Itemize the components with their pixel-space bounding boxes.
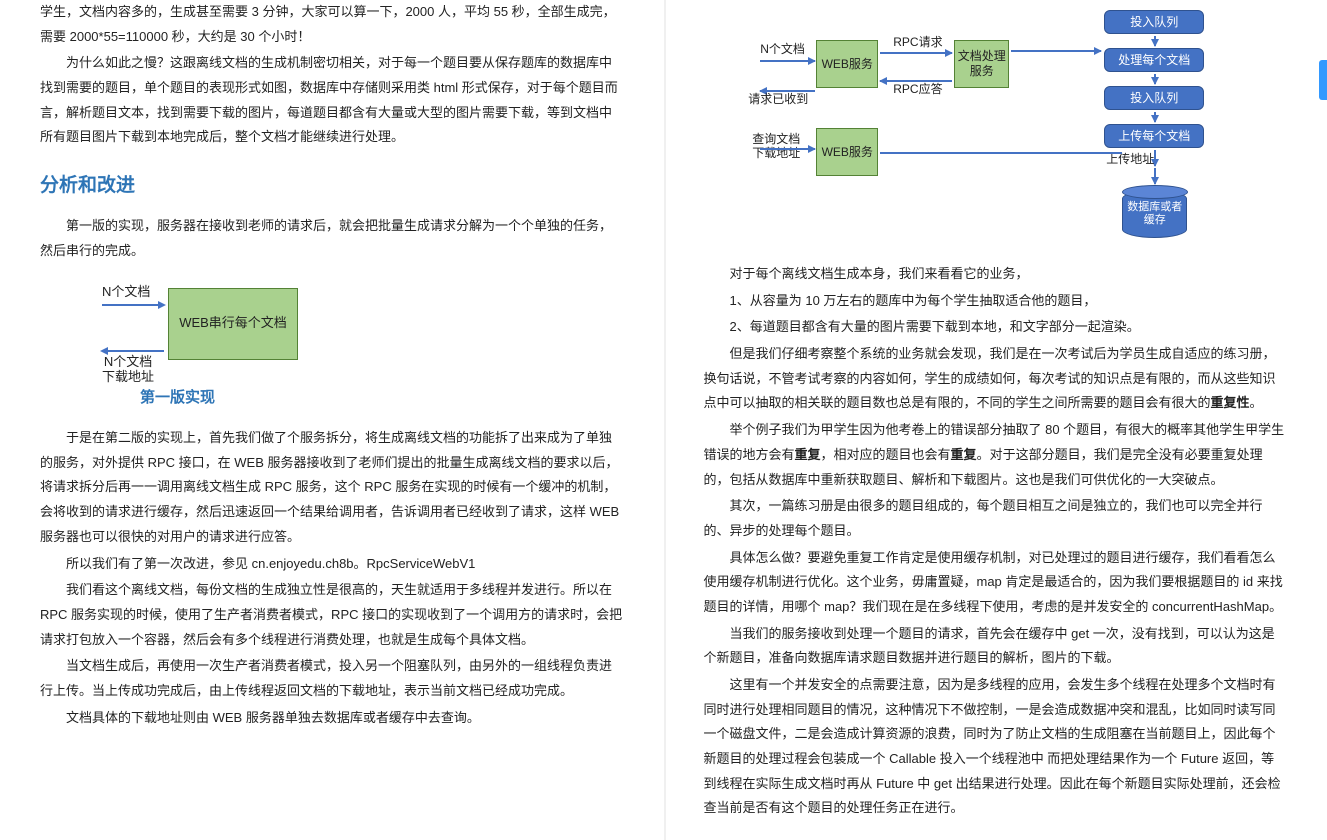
diagram-1: N个文档 WEB串行每个文档 N个文档 下载地址 第一版实现 [70, 278, 624, 413]
bold-text: 重复 [795, 447, 821, 462]
diagram-1-canvas: N个文档 WEB串行每个文档 N个文档 下载地址 [70, 278, 310, 378]
text: 但是我们仔细考察整个系统的业务就会发现，我们是在一次考试后为学员生成自适应的练习… [704, 346, 1276, 410]
diagram-box-enqueue2: 投入队列 [1104, 86, 1204, 110]
diagram-label: N个文档 [760, 42, 805, 56]
paragraph: 于是在第二版的实现上，首先我们做了个服务拆分，将生成离线文档的功能拆了出来成为了… [40, 426, 624, 549]
diagram-box-web1: WEB服务 [816, 40, 878, 88]
paragraph: 当我们的服务接收到处理一个题目的请求，首先会在缓存中 get 一次，没有找到，可… [704, 622, 1288, 671]
paragraph: 当文档生成后，再使用一次生产者消费者模式，投入另一个阻塞队列，由另外的一组线程负… [40, 654, 624, 703]
diagram-box-process: 处理每个文档 [1104, 48, 1204, 72]
paragraph: 所以我们有了第一次改进，参见 cn.enjoyedu.ch8b。RpcServi… [40, 552, 624, 577]
paragraph: 文档具体的下载地址则由 WEB 服务器单独去数据库或者缓存中去查询。 [40, 706, 624, 731]
arrow-left-icon [102, 350, 164, 352]
paragraph: 1、从容量为 10 万左右的题库中为每个学生抽取适合他的题目， [704, 289, 1288, 314]
arrow-right-icon [760, 60, 815, 62]
diagram-box-web-serial: WEB串行每个文档 [168, 288, 298, 360]
diagram-box-enqueue1: 投入队列 [1104, 10, 1204, 34]
arrow-right-icon [880, 52, 952, 54]
arrow-down-icon [1154, 168, 1156, 184]
text: 。 [1250, 395, 1263, 410]
arrow-down-icon [1154, 112, 1156, 122]
paragraph: 为什么如此之慢？这跟离线文档的生成机制密切相关，对于每一个题目要从保存题库的数据… [40, 51, 624, 150]
diagram-box-doc-proc: 文档处理服务 [954, 40, 1009, 88]
paragraph: 2、每道题目都含有大量的图片需要下载到本地，和文字部分一起渲染。 [704, 315, 1288, 340]
paragraph: 其次，一篇练习册是由很多的题目组成的，每个题目相互之间是独立的，我们也可以完全并… [704, 494, 1288, 543]
arrow-right-icon [1011, 50, 1101, 52]
diagram-2: N个文档 WEB服务 RPC请求 文档处理服务 请求已收到 RPC应答 查询文档… [730, 0, 1260, 250]
arrow-right-icon [102, 304, 164, 306]
paragraph: 这里有一个并发安全的点需要注意，因为是多线程的应用，会发生多个线程在处理多个文档… [704, 673, 1288, 821]
document-page-right: N个文档 WEB服务 RPC请求 文档处理服务 请求已收到 RPC应答 查询文档… [664, 0, 1327, 840]
text: ，相对应的题目也会有 [821, 447, 951, 462]
diagram-label: RPC请求 [893, 35, 942, 49]
diagram-label: 请求已收到 [748, 92, 808, 106]
bold-text: 重复性 [1211, 395, 1250, 410]
paragraph: 但是我们仔细考察整个系统的业务就会发现，我们是在一次考试后为学员生成自适应的练习… [704, 342, 1288, 416]
section-heading: 分析和改进 [40, 168, 624, 204]
side-tab-indicator[interactable] [1319, 60, 1327, 100]
paragraph: 对于每个离线文档生成本身，我们来看看它的业务， [704, 262, 1288, 287]
connector-line [880, 152, 1122, 154]
diagram-cylinder-db: 数据库或者缓存 [1122, 190, 1187, 238]
paragraph: 举个例子我们为甲学生因为他考卷上的错误部分抽取了 80 个题目，有很大的概率其他… [704, 418, 1288, 492]
diagram-box-upload: 上传每个文档 [1104, 124, 1204, 148]
paragraph: 第一版的实现，服务器在接收到老师的请求后，就会把批量生成请求分解为一个个单独的任… [40, 214, 624, 263]
diagram-label: N个文档 下载地址 [102, 354, 154, 385]
paragraph: 学生，文档内容多的，生成甚至需要 3 分钟，大家可以算一下，2000 人，平均 … [40, 0, 624, 49]
arrow-right-icon [760, 148, 815, 150]
diagram-label: N个文档 [102, 284, 150, 300]
paragraph: 具体怎么做？要避免重复工作肯定是使用缓存机制，对已处理过的题目进行缓存，我们看看… [704, 546, 1288, 620]
paragraph: 我们看这个离线文档，每份文档的生成独立性是很高的，天生就适用于多线程并发进行。所… [40, 578, 624, 652]
document-page-left: 学生，文档内容多的，生成甚至需要 3 分钟，大家可以算一下，2000 人，平均 … [0, 0, 664, 840]
diagram-label: 查询文档 下载地址 [752, 132, 800, 161]
diagram-caption: 第一版实现 [140, 384, 215, 413]
arrow-down-icon [1154, 150, 1156, 166]
diagram-box-web2: WEB服务 [816, 128, 878, 176]
diagram-label: RPC应答 [893, 82, 942, 96]
diagram-label: 上传地址 [1106, 152, 1154, 166]
arrow-down-icon [1154, 36, 1156, 46]
arrow-down-icon [1154, 74, 1156, 84]
bold-text: 重复 [951, 447, 977, 462]
